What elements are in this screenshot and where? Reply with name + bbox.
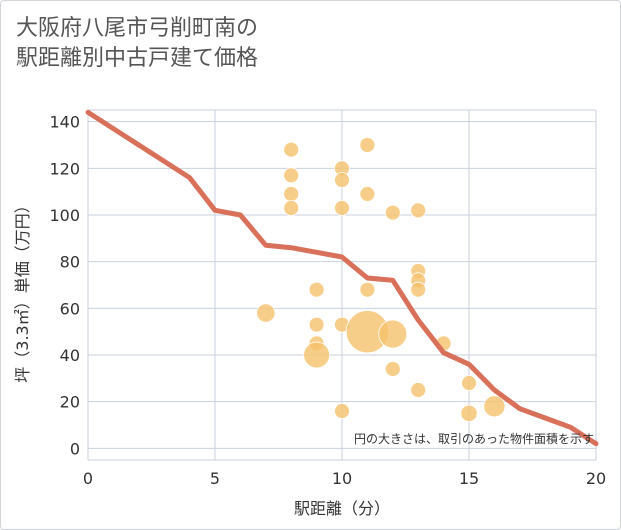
data-point [334,200,350,216]
data-point [460,404,478,422]
data-point [483,395,506,418]
data-point [256,303,276,323]
x-tick-label: 15 [459,469,479,488]
data-point [359,186,376,202]
data-point [303,341,330,369]
data-point [308,281,325,298]
size-annotation: 円の大きさは、取引のあった物件面積を示す [354,431,594,446]
y-tick-label: 140 [49,113,80,132]
y-tick-label: 100 [49,206,80,225]
y-tick-label: 60 [60,299,80,318]
x-axis-label: 駅距離（分） [294,499,390,518]
x-tick-label: 10 [332,469,352,488]
y-tick-label: 0 [70,439,80,458]
y-tick-label: 80 [60,253,80,272]
y-tick-label: 40 [60,346,80,365]
data-point [283,186,300,202]
y-tick-label: 20 [60,393,80,412]
data-point [334,172,350,188]
data-point [283,200,300,216]
x-tick-label: 5 [210,469,220,488]
x-tick-label: 20 [586,469,606,488]
data-point [283,141,300,158]
tick-labels: 0 5 10 15 20 0 20 40 60 80 100 120 140 [49,113,606,488]
trend-line [85,109,599,447]
y-tick-label: 120 [49,159,80,178]
data-point [283,167,300,184]
data-point [384,361,401,377]
data-points [256,137,506,422]
data-point [384,204,401,221]
data-point [378,319,408,349]
data-point [410,281,427,298]
data-point [410,382,427,398]
data-point [461,375,477,391]
data-point [334,403,350,419]
x-tick-label: 0 [83,469,93,488]
data-point [410,202,427,219]
y-axis-label: 坪（3.3㎡）単価（万円） [13,197,32,382]
data-point [308,316,325,333]
trend-line-group [85,109,599,447]
data-point [359,281,376,298]
chart-title: 大阪府八尾市弓削町南の 駅距離別中古戸建て価格 [16,16,259,71]
data-point [359,137,376,153]
